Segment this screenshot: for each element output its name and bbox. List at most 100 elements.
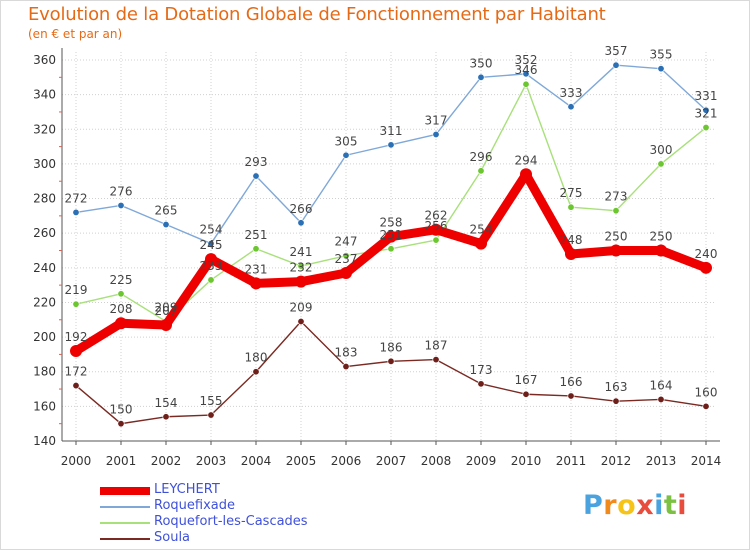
- point-roquefort-les-cascades-2013: [657, 160, 665, 168]
- point-roquefort-les-cascades-2012: [612, 207, 620, 215]
- logo-letter: i: [654, 490, 664, 521]
- label-soula-2006: 183: [335, 346, 358, 360]
- label-roquefixade-2003: 254: [200, 223, 223, 237]
- point-roquefort-les-cascades-2005: [297, 262, 305, 270]
- point-roquefort-les-cascades-2001: [117, 290, 125, 298]
- point-leychert-2006: [340, 267, 352, 280]
- label-roquefixade-2006: 305: [335, 134, 358, 148]
- point-soula-2012: [612, 397, 620, 405]
- x-tick-2001: 2001: [106, 454, 137, 468]
- point-roquefixade-2003: [207, 240, 215, 248]
- point-soula-2007: [387, 357, 395, 365]
- y-tick-200: 200: [33, 330, 56, 344]
- label-soula-2004: 180: [245, 351, 268, 365]
- label-roquefixade-2011: 333: [560, 86, 583, 100]
- y-tick-320: 320: [33, 122, 56, 136]
- label-soula-2011: 166: [560, 375, 583, 389]
- point-roquefixade-2014: [702, 106, 710, 114]
- y-tick-260: 260: [33, 226, 56, 240]
- label-soula-2002: 154: [155, 396, 178, 410]
- point-roquefixade-2010: [522, 70, 530, 78]
- point-roquefixade-2013: [657, 65, 665, 73]
- label-leychert-2005: 232: [290, 261, 313, 275]
- label-roquefort-les-cascades-2004: 251: [245, 228, 268, 242]
- point-soula-2003: [207, 411, 215, 419]
- chart-subtitle: (en € et par an): [28, 27, 123, 41]
- legend-label-roquefixade: Roquefixade: [154, 498, 235, 513]
- point-leychert-2009: [475, 237, 487, 250]
- label-roquefixade-2008: 317: [425, 113, 448, 127]
- point-roquefort-les-cascades-2000: [72, 300, 80, 308]
- label-roquefort-les-cascades-2010: 346: [515, 63, 538, 77]
- label-roquefort-les-cascades-2005: 241: [290, 245, 313, 259]
- x-tick-2010: 2010: [511, 454, 542, 468]
- label-leychert-2012: 250: [605, 230, 628, 244]
- label-roquefort-les-cascades-2002: 209: [155, 301, 178, 315]
- point-soula-2005: [297, 318, 305, 326]
- legend-item-leychert: LEYCHERT: [100, 482, 360, 498]
- label-roquefixade-2010: 352: [515, 53, 538, 67]
- legend-swatch-leychert: [100, 487, 150, 495]
- point-leychert-2004: [250, 277, 262, 290]
- label-soula-2001: 150: [110, 403, 133, 417]
- y-tick-160: 160: [33, 399, 56, 413]
- label-leychert-2006: 237: [335, 252, 358, 266]
- point-leychert-2007: [385, 230, 397, 243]
- label-roquefixade-2002: 265: [155, 204, 178, 218]
- label-leychert-2002: 207: [155, 304, 178, 318]
- label-soula-2010: 167: [515, 373, 538, 387]
- y-tick-labels: 140 160 180 200 220 240 260 280 300 320 340 360: [33, 53, 56, 448]
- point-leychert-2013: [655, 244, 667, 257]
- point-leychert-2001: [115, 317, 127, 330]
- x-tick-2009: 2009: [466, 454, 497, 468]
- data-labels: 272 276 265 254 293 266 305 311 317 350 352 333 357 3…: [65, 44, 718, 416]
- point-leychert-2002: [160, 318, 172, 331]
- label-roquefort-les-cascades-2009: 296: [470, 150, 493, 164]
- legend-swatch-roquefixade: [100, 506, 150, 508]
- point-roquefixade-2007: [387, 141, 395, 149]
- label-soula-2009: 173: [470, 363, 493, 377]
- x-tick-2007: 2007: [376, 454, 407, 468]
- logo-letter: x: [636, 490, 655, 521]
- label-soula-2003: 155: [200, 394, 223, 408]
- point-roquefixade-2004: [252, 172, 260, 180]
- point-soula-2014: [702, 402, 710, 410]
- point-roquefixade-2005: [297, 219, 305, 227]
- point-roquefort-les-cascades-2010: [522, 80, 530, 88]
- label-soula-2012: 163: [605, 380, 628, 394]
- legend-swatch-roquefort-les-cascades: [100, 522, 150, 524]
- label-roquefixade-2009: 350: [470, 56, 493, 70]
- label-roquefixade-2014: 331: [695, 89, 718, 103]
- point-leychert-2012: [610, 244, 622, 257]
- x-tick-2012: 2012: [601, 454, 632, 468]
- label-soula-2014: 160: [695, 385, 718, 399]
- label-soula-2007: 186: [380, 340, 403, 354]
- x-tick-2011: 2011: [556, 454, 587, 468]
- point-leychert-2010: [520, 168, 532, 181]
- logo-letter: P: [583, 490, 604, 521]
- logo-letter: i: [677, 490, 688, 521]
- label-roquefort-les-cascades-2007: 251: [380, 228, 403, 242]
- legend-item-soula: Soula: [100, 530, 360, 546]
- label-leychert-2013: 250: [650, 230, 673, 244]
- label-roquefixade-2000: 272: [65, 191, 88, 205]
- label-roquefort-les-cascades-2011: 275: [560, 186, 583, 200]
- legend-item-roquefort-les-cascades: Roquefort-les-Cascades: [100, 514, 360, 530]
- point-soula-2008: [432, 356, 440, 364]
- gridlines: [62, 52, 714, 442]
- point-roquefixade-2009: [477, 73, 485, 81]
- x-tick-2006: 2006: [331, 454, 362, 468]
- legend-label-leychert: LEYCHERT: [154, 482, 220, 497]
- label-roquefort-les-cascades-2000: 219: [65, 283, 88, 297]
- point-soula-2013: [657, 395, 665, 403]
- point-leychert-2008: [430, 223, 442, 236]
- label-leychert-2000: 192: [65, 330, 88, 344]
- label-roquefort-les-cascades-2001: 225: [110, 273, 133, 287]
- y-tick-280: 280: [33, 192, 56, 206]
- label-soula-2005: 209: [290, 301, 313, 315]
- label-roquefort-les-cascades-2014: 321: [695, 107, 718, 121]
- label-roquefixade-2007: 311: [380, 124, 403, 138]
- point-soula-2002: [162, 413, 170, 421]
